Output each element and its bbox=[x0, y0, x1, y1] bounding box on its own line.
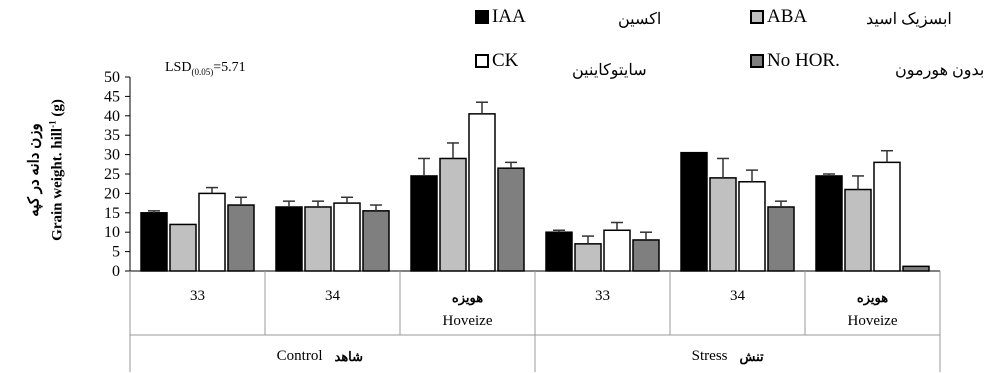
category-label: 33 bbox=[595, 288, 610, 304]
bar-ck bbox=[603, 229, 631, 272]
legend-label-ck-fa: سایتوکاینین bbox=[572, 62, 647, 79]
bar-iaa bbox=[680, 151, 708, 272]
legend-label-aba: ABA bbox=[767, 6, 808, 27]
category-label: Hoveize bbox=[848, 313, 898, 329]
y-tick-label: 10 bbox=[104, 224, 120, 241]
bar-nohor bbox=[632, 239, 660, 272]
legend-label-ck: CK bbox=[492, 50, 519, 71]
bar-nohor bbox=[497, 167, 525, 272]
bar-ck bbox=[873, 161, 901, 272]
lsd-prefix: LSD bbox=[165, 60, 192, 75]
bar-iaa bbox=[815, 175, 843, 272]
y-tick-label: 15 bbox=[104, 205, 120, 222]
bar-nohor bbox=[767, 206, 795, 272]
bar-nohor bbox=[362, 210, 390, 272]
y-axis-label: وزن دانه در کپه Grain weight. hill-1 (g) bbox=[26, 99, 67, 241]
group-label-fa: تنش bbox=[740, 349, 764, 365]
bar-ck bbox=[738, 181, 766, 272]
legend-item-aba: ABA bbox=[750, 6, 807, 28]
y-tick-label: 20 bbox=[104, 185, 120, 202]
group-label: Control bbox=[277, 348, 323, 364]
legend-swatch-iaa bbox=[475, 10, 489, 24]
bar-nohor bbox=[227, 204, 255, 272]
group-label: Stress bbox=[692, 348, 728, 364]
legend-label-aba-fa: ابسزیک اسید bbox=[866, 11, 952, 28]
bar-ck bbox=[468, 113, 496, 272]
category-label: 34 bbox=[325, 288, 341, 304]
bar-ck bbox=[198, 192, 226, 272]
lsd-subscript: (0.05) bbox=[191, 66, 214, 77]
category-label-fa: هویزه bbox=[452, 290, 483, 306]
category-label: 34 bbox=[730, 288, 746, 304]
y-tick-label: 35 bbox=[104, 127, 120, 144]
bar-iaa bbox=[545, 231, 573, 272]
bar-nohor bbox=[902, 265, 930, 272]
legend-item-ck: CK bbox=[475, 50, 518, 72]
y-tick-label: 45 bbox=[104, 88, 120, 105]
bar-aba bbox=[304, 206, 332, 272]
y-tick-label: 40 bbox=[104, 108, 120, 125]
y-axis-label-unit: (g) bbox=[49, 99, 66, 121]
lsd-annotation: LSD(0.05)=5.71 bbox=[165, 60, 246, 77]
y-tick-label: 25 bbox=[104, 166, 120, 183]
category-label: Hoveize bbox=[443, 313, 493, 329]
legend-item-nohor: No HOR. bbox=[750, 50, 840, 72]
bar-aba bbox=[574, 243, 602, 272]
bar-iaa bbox=[275, 206, 303, 272]
bar-aba bbox=[439, 157, 467, 272]
group-label-fa: شاهد bbox=[335, 349, 364, 364]
legend-swatch-aba bbox=[750, 10, 764, 24]
legend-label-nohor: No HOR. bbox=[767, 50, 840, 71]
y-tick-label: 5 bbox=[112, 244, 120, 261]
legend-label-iaa: IAA bbox=[492, 6, 526, 27]
y-axis-label-fa: وزن دانه در کپه bbox=[26, 123, 43, 217]
bar-ck bbox=[333, 202, 361, 272]
category-label-fa: هویزه bbox=[857, 290, 888, 306]
bar-aba bbox=[844, 188, 872, 272]
bar-iaa bbox=[410, 175, 438, 272]
y-tick-label: 50 bbox=[104, 69, 120, 86]
bar-aba bbox=[169, 223, 197, 272]
bar-aba bbox=[709, 177, 737, 272]
y-axis-label-sup: -1 bbox=[47, 120, 58, 128]
legend-swatch-nohor bbox=[750, 54, 764, 68]
legend-label-iaa-fa: اکسین bbox=[618, 11, 662, 28]
lsd-value: =5.71 bbox=[213, 60, 246, 75]
y-tick-label: 0 bbox=[112, 263, 120, 280]
y-tick-label: 30 bbox=[104, 147, 120, 164]
bar-iaa bbox=[140, 212, 168, 272]
y-axis-label-en: Grain weight. hill-1 (g) bbox=[44, 99, 67, 241]
legend-label-nohor-fa: بدون هورمون bbox=[895, 62, 985, 79]
legend-swatch-ck bbox=[475, 54, 489, 68]
y-axis-label-en-text: Grain weight. hill bbox=[49, 127, 66, 241]
category-label: 33 bbox=[190, 288, 205, 304]
legend-item-iaa: IAA bbox=[475, 6, 526, 28]
